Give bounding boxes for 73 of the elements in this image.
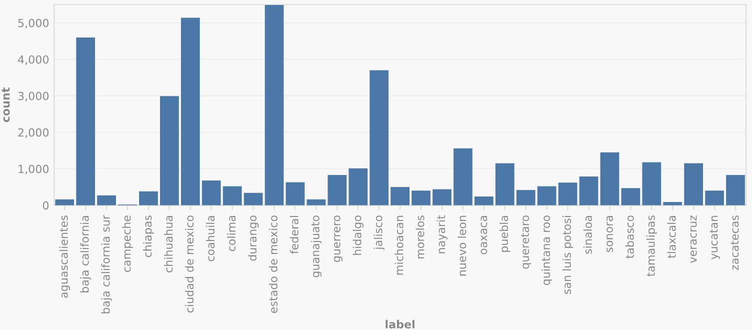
bar	[642, 162, 662, 206]
y-tick-label: 4,000	[18, 55, 49, 65]
x-axis-title: label	[386, 320, 414, 328]
x-tick-label: estado de mexico	[268, 216, 278, 313]
bar	[432, 189, 452, 206]
y-tick-label: 3,000	[18, 92, 49, 102]
x-tick-label: nuevo leon	[458, 216, 466, 276]
bar	[244, 192, 263, 206]
x-tick-label: federal	[290, 216, 298, 254]
bar	[474, 196, 494, 206]
x-tick-label: sinaloa	[583, 216, 592, 254]
x-tick-label: yucatan	[710, 216, 720, 260]
bar	[76, 37, 96, 206]
x-tick-label: baja california	[80, 216, 91, 292]
x-tick-label: queretaro	[521, 216, 532, 269]
x-tick-label: morelos	[416, 216, 424, 258]
bar	[621, 188, 640, 206]
bar	[558, 182, 578, 206]
bar	[579, 176, 598, 206]
bar	[202, 180, 221, 206]
x-tick-label: jalisco	[374, 216, 384, 250]
bar	[160, 96, 179, 206]
x-tick-label: guerrero	[334, 216, 343, 262]
x-tick-label: guanajuato	[310, 216, 322, 278]
x-tick-label: tabasco	[625, 216, 634, 258]
bar	[454, 148, 472, 206]
x-tick-label: aguascalientes	[59, 216, 70, 298]
y-tick-label: 0	[42, 201, 49, 210]
x-tick-label: quintana roo	[541, 216, 552, 286]
x-tick-label: ciudad de mexico	[185, 216, 194, 313]
x-tick-label: nayarit	[436, 215, 448, 254]
x-tick-label: veracruz	[690, 215, 697, 263]
x-tick-label: sonora	[606, 216, 613, 252]
x-tick-label: hidalgo	[352, 216, 364, 255]
bar	[55, 199, 74, 206]
bar	[705, 190, 724, 206]
x-tick-label: durango	[248, 216, 259, 261]
bar	[537, 186, 556, 206]
bar	[97, 195, 116, 206]
x-tick-label: chihuahua	[164, 216, 173, 272]
y-axis-title: count	[2, 88, 10, 122]
bar	[412, 190, 430, 206]
x-tick-label: michoacan	[394, 216, 404, 275]
x-tick-label: puebla	[500, 216, 510, 252]
bar	[306, 199, 326, 206]
x-tick-label: campeche	[122, 216, 133, 272]
x-tick-label: tlaxcala	[667, 216, 676, 258]
bar	[139, 191, 158, 206]
y-tick-label: 5,000	[18, 18, 49, 28]
bar	[180, 18, 200, 206]
x-tick-label: tamaulipas	[646, 216, 658, 276]
x-tick-label: baja california sur	[101, 214, 112, 314]
bar	[390, 187, 410, 206]
x-tick-label: chiapas	[143, 216, 154, 258]
bar	[264, 4, 284, 206]
bar	[370, 70, 389, 206]
y-tick-label: 2,000	[18, 128, 49, 138]
bar	[726, 174, 745, 206]
x-tick-label: san luis potosi	[562, 216, 574, 294]
x-tick-label: coahuila	[206, 216, 215, 262]
bar	[684, 163, 704, 206]
x-tick-label: colima	[226, 216, 236, 252]
bar	[328, 174, 347, 206]
bar	[600, 152, 620, 206]
x-tick-label: oaxaca	[480, 216, 488, 254]
x-tick-label: zacatecas	[730, 216, 739, 270]
bar	[348, 168, 368, 206]
bar	[516, 190, 536, 206]
bar	[286, 182, 305, 206]
y-tick-label: 1,000	[18, 164, 49, 174]
bar	[495, 163, 514, 206]
bar	[663, 202, 682, 206]
bar	[222, 186, 242, 206]
